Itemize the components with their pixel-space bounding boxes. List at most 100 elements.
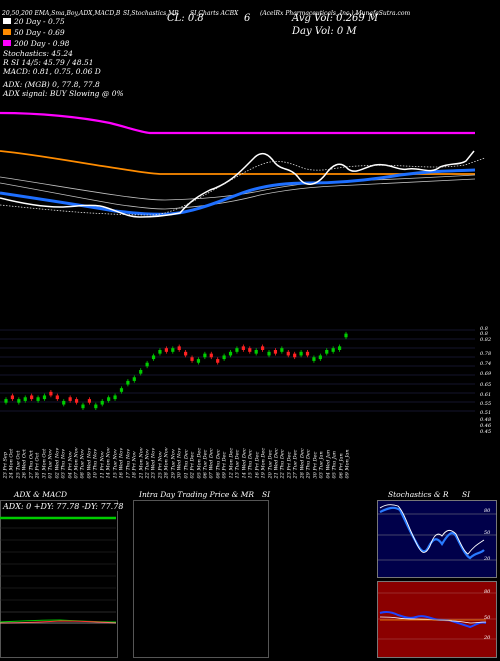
date-label: 18 Fri Nov (131, 451, 138, 479)
candlestick-chart (0, 329, 475, 412)
date-label: 09 Mon Jan (344, 449, 351, 479)
candle-body (305, 351, 310, 356)
candle-body (222, 355, 226, 360)
candle-body (10, 395, 15, 400)
candle-body (261, 346, 265, 350)
date-label: 28 Mon Nov (163, 447, 170, 479)
date-label: 04 Fri Nov (67, 451, 74, 479)
candle-body (100, 400, 104, 405)
candle-body (74, 399, 79, 403)
stochastics-panel-title: Stochastics & R (388, 490, 449, 499)
candle-body (49, 391, 53, 396)
day-volume: Day Vol: 0 M (292, 26, 357, 37)
candle-body (119, 388, 124, 392)
ema-slow-line (0, 174, 476, 201)
date-label: 08 Tue Nov (79, 449, 86, 479)
candle-body (267, 351, 271, 356)
legend-ma200: 200 Day - 0.98 (3, 40, 69, 48)
date-label: 27 Tue Dec (292, 449, 299, 479)
candle-body (177, 346, 181, 350)
date-label: 06 Fri Jan (338, 453, 345, 479)
candle-body (145, 362, 149, 367)
price-axis-label: 0.51 (480, 410, 492, 416)
header-title-left: 20,50,200 EMA,Sma,Boy,ADX,MACD,B (2, 10, 121, 17)
date-label: 30 Wed Nov (176, 447, 183, 479)
date-label: 21 Mon Nov (138, 447, 144, 479)
date-label: 24 Mon Oct (8, 448, 15, 479)
candle-body (241, 346, 245, 350)
candle-body (158, 350, 162, 354)
candle-body (196, 359, 201, 363)
rsi-axis-20: 20 (484, 635, 491, 641)
date-label: 16 Fri Dec (254, 451, 261, 479)
date-label: 19 Mon Dec (260, 447, 267, 479)
candle-body (55, 395, 59, 400)
stoch-axis-20: 20 (484, 556, 491, 562)
date-label: 02 Wed Nov (54, 447, 61, 479)
candle-body (23, 397, 27, 401)
price-axis-label: 0.82 (480, 337, 492, 343)
candle-body (235, 348, 239, 352)
candle-body (190, 357, 194, 361)
date-label: 16 Wed Nov (118, 447, 125, 479)
close-value: 6 (244, 13, 251, 24)
header-title-right: (AcelRx Pharmaceuticals, Inc.) MunafaSut… (260, 10, 411, 17)
legend-adx: ADX: (MGB) 0, 77.8, 77.8 (3, 80, 100, 89)
date-label: 02 Fri Dec (189, 451, 196, 479)
candle-body (228, 351, 233, 356)
candle-body (299, 351, 303, 356)
date-label: 28 Fri Oct (34, 452, 41, 479)
candle-body (94, 404, 98, 409)
rsi-axis-80: 80 (484, 589, 491, 595)
candle-body (42, 395, 47, 400)
ma-chart (0, 111, 486, 218)
price-line (0, 150, 475, 218)
candle-body (325, 350, 329, 354)
legend-adx-signal: ADX signal: BUY Slowing @ 0% (3, 89, 124, 98)
date-label: 03 Tue Jan (318, 451, 325, 479)
date-label: 15 Thu Dec (247, 449, 254, 479)
candle-body (318, 355, 322, 360)
intraday-panel-title: Intra Day Trading Price & MR (139, 490, 255, 499)
candle-body (30, 395, 34, 400)
ema-mid-line (0, 178, 476, 210)
candle-body (68, 397, 72, 401)
ema-line (0, 168, 476, 216)
candle-body (17, 399, 21, 403)
date-label: 26 Wed Oct (21, 449, 28, 479)
stochastics-lines (377, 504, 497, 561)
date-label: 05 Mon Dec (196, 447, 203, 479)
candle-body (331, 348, 335, 352)
candle-body (36, 397, 40, 401)
date-label: 17 Thu Nov (125, 448, 132, 479)
intraday-panel-si: SI (262, 490, 271, 499)
candle-body (151, 355, 156, 360)
stoch-axis-50: 50 (484, 530, 491, 536)
rsi-lines (377, 592, 497, 640)
date-label: 01 Thu Dec (183, 449, 190, 479)
date-label: 20 Tue Dec (267, 449, 274, 479)
candle-body (286, 351, 290, 356)
adx-lines (0, 516, 117, 624)
legend-stochastics: Stochastics: 45.24 (3, 49, 73, 58)
legend-ma50: 50 Day - 0.69 (3, 29, 65, 37)
date-label: 31 Mon Oct (41, 448, 48, 479)
stoch-axis-80: 80 (484, 508, 491, 514)
rsi-axis-50: 50 (484, 615, 491, 621)
date-label: 14 Wed Dec (241, 448, 248, 479)
legend-rsi: R SI 14/5: 45.79 / 48.51 (3, 58, 94, 67)
price-axis-label: 0.61 (480, 392, 492, 398)
date-label: 15 Tue Nov (112, 449, 119, 479)
date-label: 13 Tue Dec (234, 449, 241, 479)
price-axis-label: 0.65 (480, 382, 492, 388)
intraday-panel (133, 500, 269, 658)
price-axis-label: 0.55 (480, 401, 492, 407)
date-label: 07 Wed Dec (208, 448, 215, 479)
candle-body (164, 348, 168, 352)
candle-body (139, 370, 143, 374)
candle-body (132, 377, 136, 381)
candle-body (4, 399, 8, 403)
candle-body (344, 333, 348, 338)
adx-panel: ADX: 0 +DY: 77.78 -DY: 77.78 (0, 500, 124, 658)
legend-macd: MACD: 0.81, 0.75, 0.06 D (3, 67, 101, 76)
